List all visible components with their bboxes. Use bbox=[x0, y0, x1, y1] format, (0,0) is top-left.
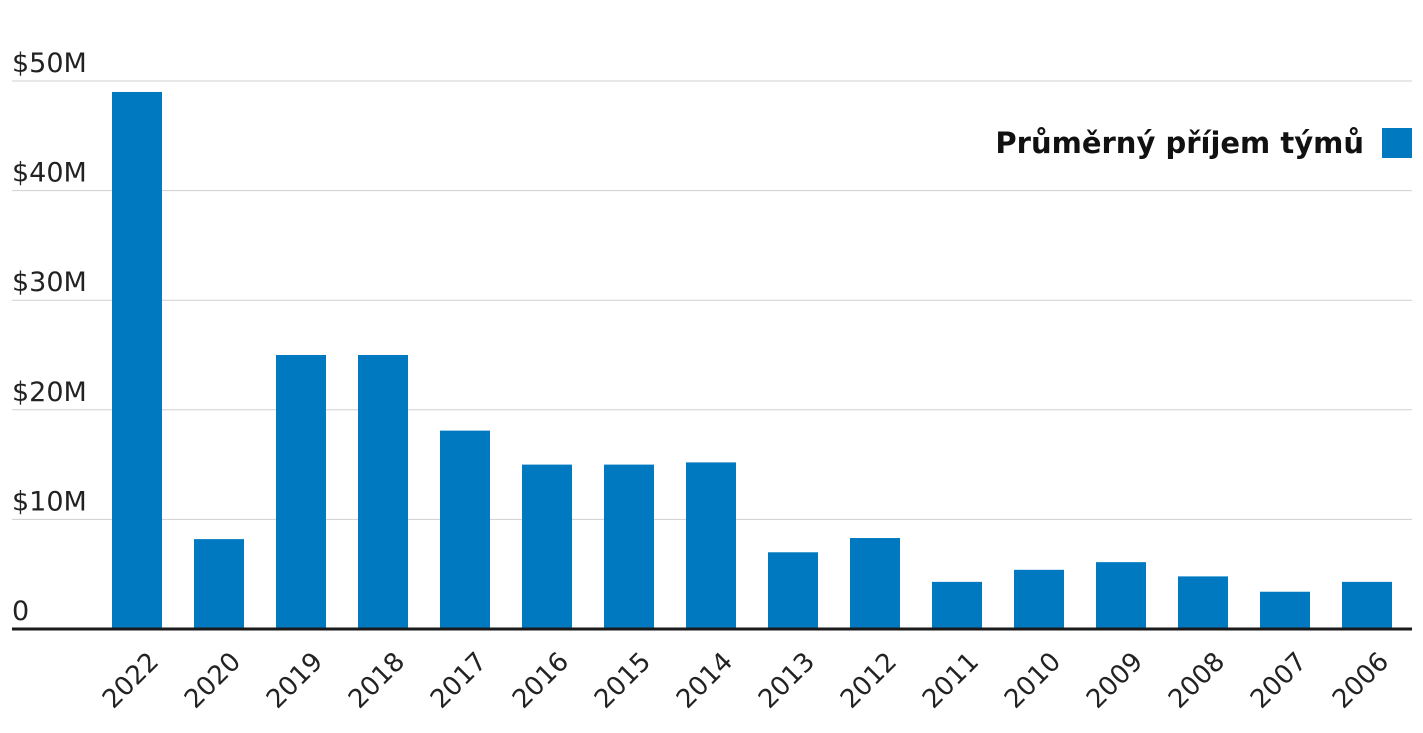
x-tick-label: 2007 bbox=[1245, 647, 1313, 715]
y-tick-label: 0 bbox=[12, 596, 29, 627]
x-tick-label: 2015 bbox=[589, 647, 657, 715]
bar-2007 bbox=[1260, 591, 1310, 629]
bar-2008 bbox=[1178, 576, 1228, 629]
x-tick-label: 2019 bbox=[261, 647, 329, 715]
legend-label: Průměrný příjem týmů bbox=[995, 126, 1364, 160]
x-tick-label: 2006 bbox=[1327, 647, 1395, 715]
y-tick-label: $10M bbox=[12, 486, 87, 517]
bars bbox=[112, 91, 1392, 629]
x-tick-label: 2016 bbox=[507, 647, 575, 715]
y-tick-label: $20M bbox=[12, 377, 87, 408]
x-tick-label: 2011 bbox=[917, 647, 985, 715]
bar-2020 bbox=[194, 539, 244, 629]
bar-2006 bbox=[1342, 581, 1392, 629]
x-tick-label: 2017 bbox=[425, 647, 493, 715]
bar-2019 bbox=[276, 355, 326, 629]
y-tick-label: $40M bbox=[12, 158, 87, 189]
x-tick-label: 2014 bbox=[671, 647, 739, 715]
x-tick-label: 2022 bbox=[97, 647, 165, 715]
legend: Průměrný příjem týmů bbox=[995, 126, 1412, 160]
bar-2014 bbox=[686, 462, 736, 629]
bar-2022 bbox=[112, 91, 162, 629]
x-tick-label: 2008 bbox=[1163, 647, 1231, 715]
bar-2015 bbox=[604, 464, 654, 629]
gridlines bbox=[12, 80, 1412, 520]
legend-swatch bbox=[1382, 128, 1412, 158]
x-tick-label: 2013 bbox=[753, 647, 821, 715]
x-tick-label: 2020 bbox=[179, 647, 247, 715]
y-axis-tick-labels: 0 $10M $20M $30M $40M $50M bbox=[12, 48, 87, 627]
y-tick-label: $50M bbox=[12, 48, 87, 79]
x-tick-label: 2012 bbox=[835, 647, 903, 715]
x-tick-label: 2010 bbox=[999, 647, 1067, 715]
bar-2013 bbox=[768, 552, 818, 629]
x-tick-label: 2018 bbox=[343, 647, 411, 715]
bar-2012 bbox=[850, 538, 900, 629]
bar-2018 bbox=[358, 355, 408, 629]
x-tick-label: 2009 bbox=[1081, 647, 1149, 715]
x-axis-tick-labels: 2022 2020 2019 2018 2017 2016 2015 2014 2013 2012… bbox=[97, 647, 1395, 715]
bar-2010 bbox=[1014, 569, 1064, 629]
bar-2017 bbox=[440, 430, 490, 629]
y-tick-label: $30M bbox=[12, 267, 87, 298]
bar-2011 bbox=[932, 581, 982, 629]
bar-2016 bbox=[522, 464, 572, 629]
bar-2009 bbox=[1096, 562, 1146, 629]
